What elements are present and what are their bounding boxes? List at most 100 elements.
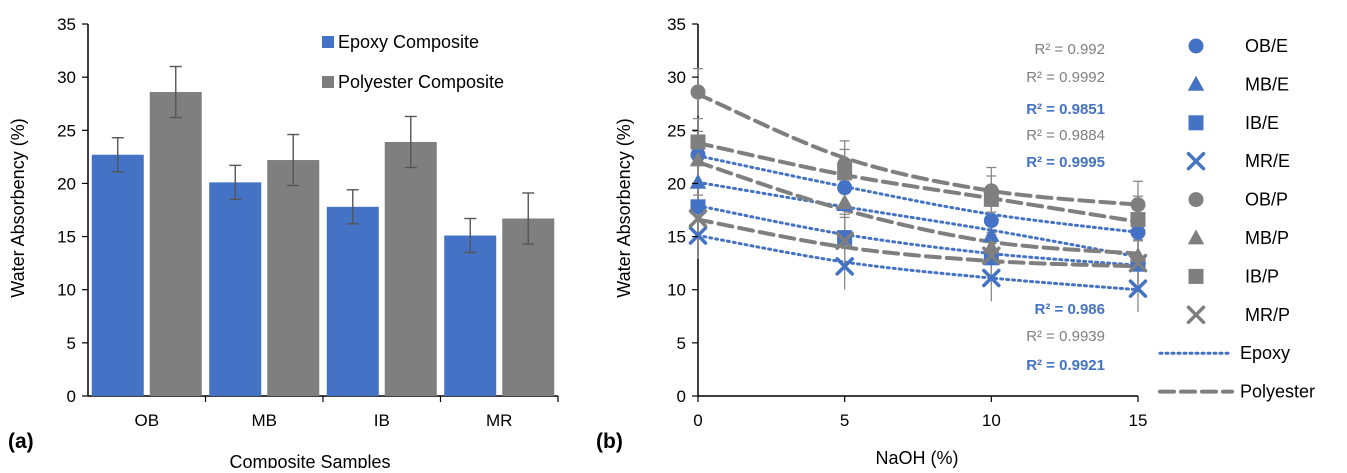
trendline <box>696 160 1140 256</box>
legend-label: Epoxy Composite <box>338 32 479 52</box>
data-point-triangle <box>689 151 707 167</box>
bar <box>267 160 320 396</box>
y-tick-label: 0 <box>67 387 76 406</box>
r-squared-label: R² = 0.9995 <box>1026 154 1105 171</box>
r-squared-label: R² = 0.9992 <box>1026 69 1105 86</box>
data-point-x <box>982 246 1001 265</box>
data-point-circle <box>1130 197 1146 213</box>
data-point-x <box>1128 279 1148 298</box>
data-point-x <box>688 226 708 245</box>
legend-label: MR/P <box>1245 305 1290 325</box>
data-point-circle <box>690 84 706 100</box>
data-point-triangle <box>983 226 1000 242</box>
r-squared-label: R² = 0.9884 <box>1026 127 1105 144</box>
data-point-square <box>983 191 999 207</box>
legend-label: IB/P <box>1245 266 1279 286</box>
panel-a-x-axis-title: Composite Samples <box>229 452 390 468</box>
legend-label: MB/P <box>1245 228 1289 248</box>
x-tick-label: 10 <box>982 411 1001 430</box>
data-point-x <box>1128 253 1148 273</box>
data-point-x <box>1186 151 1206 171</box>
trendline <box>696 141 1140 224</box>
y-tick-label: 20 <box>667 174 686 193</box>
x-tick-label: MB <box>252 411 278 430</box>
bar <box>149 92 202 396</box>
trendline <box>696 234 1140 292</box>
y-tick-label: 15 <box>57 228 76 247</box>
legend-label: Polyester <box>1240 382 1315 402</box>
data-point-triangle <box>836 193 853 209</box>
data-point-square <box>837 165 853 181</box>
panel-a-label: (a) <box>8 430 34 453</box>
data-point-triangle <box>689 173 707 189</box>
x-tick-label: IB <box>374 411 390 430</box>
bar <box>91 154 144 396</box>
r-squared-label: R² = 0.9851 <box>1026 101 1105 118</box>
panel-b-label: (b) <box>596 430 623 453</box>
data-point-square <box>690 199 706 215</box>
trendline <box>696 204 1140 267</box>
legend-label: MB/E <box>1245 74 1289 94</box>
panel-a-bar-chart: 0 5 10 15 20 25 30 35 OB MB IB MR Epoxy Composite Po… <box>8 15 559 472</box>
panel-a-ticks: 0 5 10 15 20 25 30 35 OB MB IB MR <box>57 15 559 430</box>
data-point-circle <box>837 180 853 196</box>
panel-b-x-axis-title: NaOH (%) <box>875 448 958 468</box>
y-tick-label: 20 <box>57 174 76 193</box>
legend-swatch <box>322 76 334 88</box>
y-tick-label: 0 <box>677 387 686 406</box>
r-squared-label: R² = 0.9939 <box>1026 328 1105 345</box>
data-point-x <box>1186 305 1206 325</box>
bar <box>384 141 437 396</box>
bar <box>502 218 555 396</box>
legend-label: Polyester Composite <box>338 72 504 92</box>
x-tick-label: 15 <box>1129 411 1148 430</box>
data-point-triangle <box>1187 75 1205 91</box>
panel-b-r2-annotations: R² = 0.992 R² = 0.9992 R² = 0.9851 R² = 0.9… <box>1026 41 1105 374</box>
x-tick-label: OB <box>134 411 159 430</box>
panel-b-ticks: 0 5 10 15 20 25 30 35 0 5 10 15 <box>667 15 1147 430</box>
y-tick-label: 35 <box>667 15 686 34</box>
panel-b-legend: OB/E MB/E IB/E MR/E OB/P MB/P IB/P MR/P Epoxy Pol… <box>1158 36 1315 402</box>
data-point-x <box>835 231 854 251</box>
panel-a-y-axis-title: Water Absorbency (%) <box>8 118 28 297</box>
r-squared-label: R² = 0.986 <box>1035 301 1105 318</box>
data-point-square <box>1188 268 1204 284</box>
r-squared-label: R² = 0.9921 <box>1026 357 1105 374</box>
data-point-x <box>982 268 1001 288</box>
data-point-square <box>690 134 706 150</box>
y-tick-label: 25 <box>57 121 76 140</box>
y-tick-label: 15 <box>667 228 686 247</box>
trendline <box>696 92 1140 207</box>
panel-b-y-axis-title: Water Absorbency (%) <box>614 118 634 297</box>
y-tick-label: 35 <box>57 15 76 34</box>
x-tick-label: MR <box>486 411 512 430</box>
panel-b-points <box>688 67 1148 313</box>
panel-a-legend: Epoxy Composite Polyester Composite <box>322 32 504 92</box>
x-tick-label: 5 <box>840 411 849 430</box>
y-tick-label: 5 <box>677 334 686 353</box>
trendline <box>696 217 1140 269</box>
data-point-circle <box>1188 38 1204 54</box>
y-tick-label: 30 <box>57 68 76 87</box>
legend-label: OB/P <box>1245 190 1288 210</box>
data-point-triangle <box>1187 229 1205 245</box>
y-tick-label: 5 <box>67 334 76 353</box>
legend-label: Epoxy <box>1240 343 1290 363</box>
legend-label: IB/E <box>1245 113 1279 133</box>
y-tick-label: 10 <box>57 281 76 300</box>
bar <box>209 182 262 396</box>
trendline <box>696 154 1140 234</box>
panel-a-bars <box>91 65 555 396</box>
data-point-square <box>1188 115 1204 131</box>
r-squared-label: R² = 0.992 <box>1035 41 1105 58</box>
legend-label: MR/E <box>1245 151 1290 171</box>
y-tick-label: 30 <box>667 68 686 87</box>
data-point-square <box>1130 212 1146 228</box>
panel-b-trendlines <box>696 92 1140 292</box>
data-point-circle <box>1130 224 1146 240</box>
data-point-circle <box>1188 192 1204 208</box>
y-tick-label: 10 <box>667 281 686 300</box>
data-point-x <box>835 257 854 276</box>
